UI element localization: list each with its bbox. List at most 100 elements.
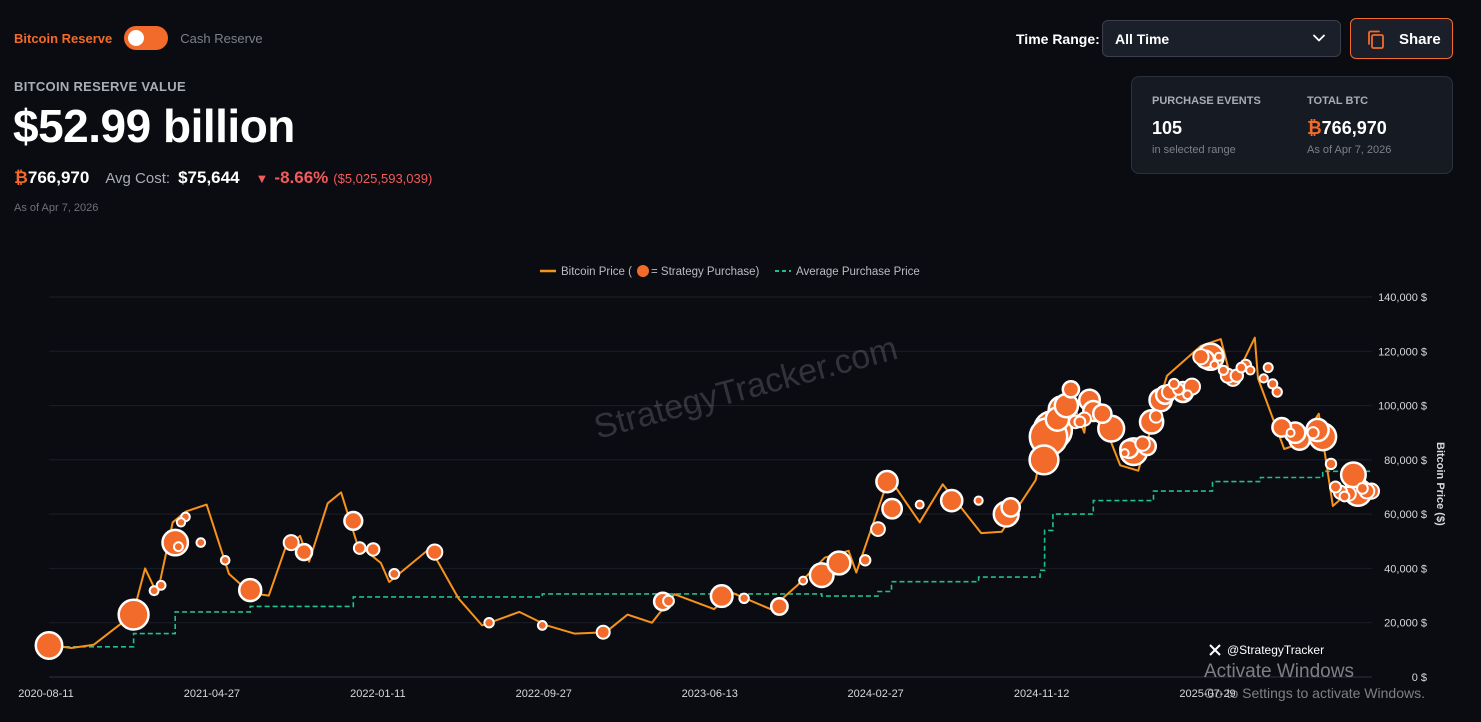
purchase-marker[interactable] <box>1073 415 1087 429</box>
purchase-events-label: PURCHASE EVENTS <box>1152 95 1261 107</box>
legend-avg-label: Average Purchase Price <box>796 266 920 278</box>
purchase-marker[interactable] <box>148 585 160 597</box>
purchase-marker[interactable] <box>709 584 734 609</box>
purchase-marker[interactable] <box>366 542 381 557</box>
purchase-marker[interactable] <box>1356 482 1369 495</box>
x-tick-label: 2024-11-12 <box>1014 688 1069 700</box>
purchase-marker[interactable] <box>1134 435 1151 452</box>
x-tick-label: 2022-09-27 <box>516 688 572 700</box>
chevron-down-icon <box>1313 34 1325 42</box>
purchase-marker[interactable] <box>155 579 167 591</box>
x-logo-icon <box>1209 644 1221 656</box>
purchase-marker[interactable] <box>195 537 207 548</box>
time-range-label: Time Range: <box>1016 31 1100 47</box>
purchase-marker[interactable] <box>870 521 886 538</box>
purchase-marker[interactable] <box>1148 409 1164 424</box>
purchase-marker[interactable] <box>1213 351 1224 362</box>
x-tick-label: 2022-01-11 <box>350 688 405 700</box>
reserve-toggle-group: Bitcoin Reserve Cash Reserve <box>14 26 263 50</box>
purchase-marker[interactable] <box>1235 361 1248 374</box>
purchase-marker[interactable] <box>1338 490 1351 503</box>
holdings-summary: ₿ 766,970 Avg Cost: $75,644 ▼ -8.66% ($5… <box>14 168 432 188</box>
reserve-toggle-switch[interactable] <box>124 26 169 50</box>
purchase-legend-swatch <box>637 265 649 277</box>
purchase-marker[interactable] <box>1271 386 1283 398</box>
purchase-marker[interactable] <box>426 543 444 561</box>
purchase-marker[interactable] <box>1306 426 1320 440</box>
purchase-marker[interactable] <box>117 598 150 631</box>
purchase-marker[interactable] <box>34 631 64 660</box>
purchase-marker[interactable] <box>808 562 835 589</box>
purchase-marker[interactable] <box>1168 377 1180 390</box>
purchase-marker[interactable] <box>1258 373 1269 384</box>
social-handle: @StrategyTracker <box>1209 643 1324 657</box>
purchase-marker[interactable] <box>1000 497 1022 518</box>
purchase-marker[interactable] <box>1324 457 1338 471</box>
y-tick-label: 40,000 $ <box>1384 563 1427 575</box>
activate-windows-title: Activate Windows <box>1204 661 1354 682</box>
purchase-marker[interactable] <box>1217 364 1230 376</box>
purchase-marker[interactable] <box>294 542 314 562</box>
bitcoin-reserve-label[interactable]: Bitcoin Reserve <box>14 30 113 46</box>
purchase-marker[interactable] <box>219 555 231 566</box>
x-tick-label: 2020-08-11 <box>18 688 73 700</box>
legend-price-label: Bitcoin Price ( <box>561 266 632 278</box>
change-amount: ($5,025,593,039) <box>333 171 433 186</box>
purchase-marker[interactable] <box>826 550 852 576</box>
purchase-marker[interactable] <box>973 495 984 506</box>
purchase-marker[interactable] <box>798 575 809 586</box>
y-tick-label: 0 $ <box>1412 672 1427 684</box>
avg-cost-label: Avg Cost: <box>105 170 171 187</box>
purchase-marker[interactable] <box>1061 379 1081 399</box>
purchase-marker[interactable] <box>173 541 184 553</box>
purchase-marker[interactable] <box>914 499 925 510</box>
cash-reserve-label[interactable]: Cash Reserve <box>180 30 263 46</box>
purchase-marker[interactable] <box>483 617 495 629</box>
x-tick-label: 2025-07-29 <box>1179 688 1235 700</box>
purchase-marker[interactable] <box>595 624 611 640</box>
purchase-marker[interactable] <box>1267 378 1279 390</box>
time-range-select[interactable]: All Time <box>1102 20 1341 57</box>
purchase-marker[interactable] <box>1192 348 1210 366</box>
purchase-marker[interactable] <box>1028 444 1060 476</box>
purchase-marker[interactable] <box>939 488 964 513</box>
purchase-marker[interactable] <box>352 541 367 555</box>
as-of-date: As of Apr 7, 2026 <box>14 202 99 214</box>
change-percent: -8.66% <box>274 168 329 187</box>
average-purchase-price-line <box>49 470 1373 648</box>
x-tick-label: 2021-04-27 <box>184 688 240 700</box>
purchase-marker[interactable] <box>738 592 750 604</box>
purchase-marker[interactable] <box>769 596 789 616</box>
purchase-marker[interactable] <box>1285 427 1296 438</box>
purchase-marker[interactable] <box>1091 403 1113 425</box>
purchase-marker[interactable] <box>388 568 401 580</box>
purchase-marker[interactable] <box>1245 365 1256 376</box>
purchase-marker[interactable] <box>875 469 899 494</box>
purchase-marker[interactable] <box>1182 389 1193 400</box>
purchase-marker[interactable] <box>859 554 872 567</box>
purchase-marker[interactable] <box>343 510 364 532</box>
bitcoin-symbol: ₿ <box>1307 118 1322 138</box>
purchase-marker[interactable] <box>1262 362 1274 374</box>
purchase-marker[interactable] <box>282 534 300 552</box>
purchase-marker[interactable] <box>1209 359 1220 370</box>
toggle-knob <box>128 30 145 46</box>
share-button[interactable]: Share <box>1350 18 1453 59</box>
y-tick-label: 80,000 $ <box>1384 455 1427 467</box>
purchase-marker[interactable] <box>175 517 187 528</box>
purchase-marker[interactable] <box>1339 461 1367 489</box>
y-tick-label: 60,000 $ <box>1384 509 1427 521</box>
time-range-value: All Time <box>1115 31 1170 47</box>
avg-cost-value: $75,644 <box>178 168 240 187</box>
purchase-marker[interactable] <box>1119 448 1130 459</box>
purchase-marker[interactable] <box>1329 480 1342 494</box>
purchase-marker[interactable] <box>881 497 904 520</box>
purchase-marker[interactable] <box>536 620 548 631</box>
bitcoin-symbol: ₿ <box>14 168 28 187</box>
bitcoin-price-chart: Bitcoin Price ( = Strategy Purchase) Ave… <box>18 265 1446 700</box>
reserve-value: $52.99 billion <box>13 100 295 152</box>
share-label: Share <box>1399 31 1441 48</box>
social-handle-text: @StrategyTracker <box>1227 643 1325 657</box>
purchase-marker[interactable] <box>237 577 263 603</box>
purchase-marker[interactable] <box>662 594 675 608</box>
